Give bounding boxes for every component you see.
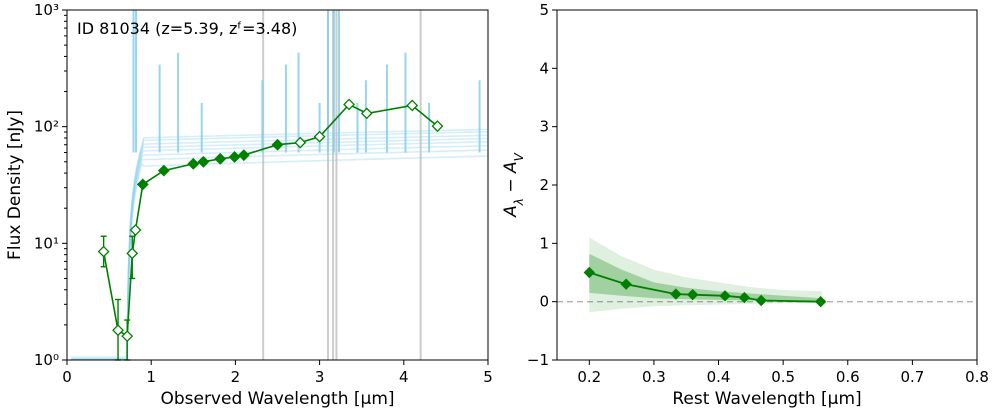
x-tick-label: 0.8 <box>965 368 989 386</box>
y-tick-label: 2 <box>539 176 549 194</box>
photometry-point-open <box>97 245 110 258</box>
y-tick-label: −1 <box>527 351 549 369</box>
attenuation-panel: 0.2 0.3 0.4 0.5 0.6 0.7 0.8 −1 0 1 2 3 4 5 Rest Wave… <box>501 1 989 409</box>
x-tick-label: 0.5 <box>771 368 795 386</box>
y-tick-label: 10³ <box>34 1 59 19</box>
attenuation-point <box>686 288 699 301</box>
x-tick-label: 4 <box>399 368 409 386</box>
photometry-points <box>97 98 444 361</box>
y-label-sub-lambda: λ <box>512 198 526 206</box>
photometry-point-open <box>112 324 124 337</box>
photometry-point-filled <box>271 138 284 151</box>
y-tick-label: 10¹ <box>34 234 59 252</box>
photometry-point-filled <box>157 164 170 177</box>
y-tick-label: 1 <box>539 234 549 252</box>
photometry-point-open <box>431 120 444 133</box>
attenuation-point <box>583 266 596 279</box>
x-tick-label: 0 <box>62 368 72 386</box>
x-tick-label: 1 <box>146 368 156 386</box>
photometry-point-filled <box>214 152 227 165</box>
sed-y-axis-label: Flux Density [nJy] <box>5 110 25 260</box>
attenuation-band-outer <box>589 237 822 313</box>
attenuation-y-axis-label: Aλ − AV <box>501 152 526 217</box>
photometry-point-filled <box>228 151 241 163</box>
sed-model-curves <box>71 10 488 361</box>
attenuation-y-ticks: −1 0 1 2 3 4 5 <box>527 1 557 369</box>
source-id-annotation: ID 81034 (z=5.39, zᶠ=3.48) <box>77 19 297 38</box>
sed-x-axis-label: Observed Wavelength [μm] <box>160 389 394 409</box>
sed-model-curve <box>71 128 488 358</box>
x-tick-label: 2 <box>231 368 241 386</box>
attenuation-points <box>583 266 827 308</box>
y-label-sub-v: V <box>512 152 526 161</box>
y-tick-label: 10² <box>34 118 59 136</box>
attenuation-x-axis-label: Rest Wavelength [μm] <box>672 389 861 409</box>
attenuation-band-inner <box>589 253 822 303</box>
photometry-point-open <box>360 107 373 120</box>
photometry-point-open <box>129 224 142 236</box>
photometry-point-open <box>406 99 419 112</box>
sed-model-curve <box>71 130 488 360</box>
x-tick-label: 0.6 <box>836 368 860 386</box>
x-tick-label: 0.4 <box>707 368 731 386</box>
sed-x-ticks: 0 1 2 3 4 5 <box>62 360 493 386</box>
attenuation-point <box>719 290 731 302</box>
photometry-point-open <box>121 330 134 343</box>
photometry-point-open <box>294 136 307 149</box>
photometry-point-filled <box>237 149 250 162</box>
y-tick-label: 3 <box>539 118 549 136</box>
y-tick-label: 0 <box>539 293 549 311</box>
y-label-a: A <box>501 205 521 218</box>
photometry-point-filled <box>187 157 200 170</box>
photometry-point-open <box>313 130 326 143</box>
y-label-minus-a: − A <box>501 161 521 198</box>
x-tick-label: 0.3 <box>642 368 666 386</box>
x-tick-label: 5 <box>483 368 493 386</box>
attenuation-point <box>755 294 767 307</box>
attenuation-point <box>814 295 827 308</box>
y-tick-label: 4 <box>539 59 549 77</box>
sed-model-curve <box>71 145 488 361</box>
photometry-point-open <box>126 247 139 260</box>
x-tick-label: 0.2 <box>577 368 601 386</box>
photometry-point-open <box>343 98 355 111</box>
attenuation-point <box>738 291 751 304</box>
sed-model-curve <box>71 149 488 361</box>
sed-model-curve <box>71 155 488 361</box>
attenuation-point <box>620 278 632 290</box>
photometry-point-filled <box>136 178 149 191</box>
photometry-point-filled <box>197 155 210 168</box>
x-tick-label: 0.7 <box>900 368 924 386</box>
y-tick-label: 10⁰ <box>34 351 59 369</box>
sed-panel: 0 1 2 3 4 5 10⁰ 10¹ 10² 10³ ID 81034 (z=5.39, zᶠ… <box>5 1 493 409</box>
x-tick-label: 3 <box>315 368 325 386</box>
y-tick-label: 5 <box>539 1 549 19</box>
sed-y-ticks: 10⁰ 10¹ 10² 10³ <box>34 1 67 369</box>
emission-line-markers <box>262 10 422 360</box>
sed-plot-frame <box>66 9 489 361</box>
attenuation-bands <box>557 237 977 313</box>
attenuation-x-ticks: 0.2 0.3 0.4 0.5 0.6 0.7 0.8 <box>577 360 989 386</box>
attenuation-point <box>670 288 682 300</box>
